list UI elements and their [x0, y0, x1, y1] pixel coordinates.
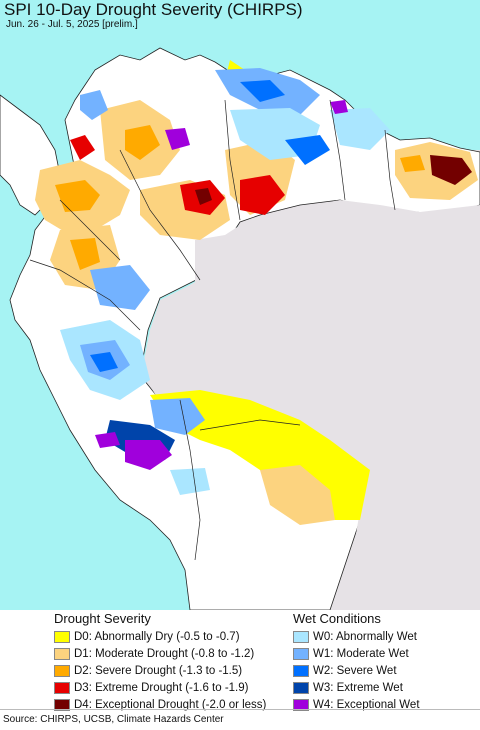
- legend-label-d2: D2: Severe Drought (-1.3 to -1.5): [74, 664, 243, 677]
- legend-label-d4: D4: Exceptional Drought (-2.0 or less): [74, 698, 267, 711]
- swatch-d2: [54, 664, 70, 677]
- legend-item-d3: D3: Extreme Drought (-1.6 to -1.9): [54, 679, 266, 696]
- legend-label-d0: D0: Abnormally Dry (-0.5 to -0.7): [74, 630, 240, 643]
- legend-item-w3: W3: Extreme Wet: [293, 679, 420, 696]
- legend-item-w1: W1: Moderate Wet: [293, 645, 420, 662]
- legend-label-w1: W1: Moderate Wet: [313, 647, 409, 660]
- swatch-d3: [54, 681, 70, 694]
- drought-map: [0, 0, 480, 610]
- legend-label-w0: W0: Abnormally Wet: [313, 630, 417, 643]
- swatch-w0: [293, 630, 309, 643]
- swatch-w1: [293, 647, 309, 660]
- swatch-d1: [54, 647, 70, 660]
- legend-item-d1: D1: Moderate Drought (-0.8 to -1.2): [54, 645, 266, 662]
- legend-label-d3: D3: Extreme Drought (-1.6 to -1.9): [74, 681, 249, 694]
- masked-interior: [145, 200, 480, 610]
- drought-legend-heading: Drought Severity: [54, 611, 151, 626]
- drought-legend: Drought Severity D0: Abnormally Dry (-0.…: [54, 610, 266, 713]
- legend-item-w4: W4: Exceptional Wet: [293, 696, 420, 713]
- drought-overlays: [35, 60, 478, 525]
- legend-item-d4: D4: Exceptional Drought (-2.0 or less): [54, 696, 266, 713]
- swatch-w2: [293, 664, 309, 677]
- legend-label-d1: D1: Moderate Drought (-0.8 to -1.2): [74, 647, 255, 660]
- swatch-w4: [293, 698, 309, 711]
- swatch-d0: [54, 630, 70, 643]
- wet-legend: Wet Conditions W0: Abnormally Wet W1: Mo…: [293, 610, 420, 713]
- country-borders: [29, 99, 396, 561]
- swatch-d4: [54, 698, 70, 711]
- legend-item-d0: D0: Abnormally Dry (-0.5 to -0.7): [54, 628, 266, 645]
- wet-legend-heading: Wet Conditions: [293, 611, 381, 626]
- legend: Drought Severity D0: Abnormally Dry (-0.…: [0, 610, 480, 713]
- legend-item-w2: W2: Severe Wet: [293, 662, 420, 679]
- legend-label-w4: W4: Exceptional Wet: [313, 698, 420, 711]
- legend-label-w2: W2: Severe Wet: [313, 664, 397, 677]
- source-credit: Source: CHIRPS, UCSB, Climate Hazards Ce…: [3, 714, 224, 725]
- footer-divider: [0, 709, 480, 710]
- legend-item-w0: W0: Abnormally Wet: [293, 628, 420, 645]
- legend-item-d2: D2: Severe Drought (-1.3 to -1.5): [54, 662, 266, 679]
- map-title: SPI 10-Day Drought Severity (CHIRPS): [4, 0, 303, 19]
- swatch-w3: [293, 681, 309, 694]
- map-subtitle: Jun. 26 - Jul. 5, 2025 [prelim.]: [6, 19, 138, 30]
- legend-label-w3: W3: Extreme Wet: [313, 681, 403, 694]
- wet-overlays: [60, 68, 390, 495]
